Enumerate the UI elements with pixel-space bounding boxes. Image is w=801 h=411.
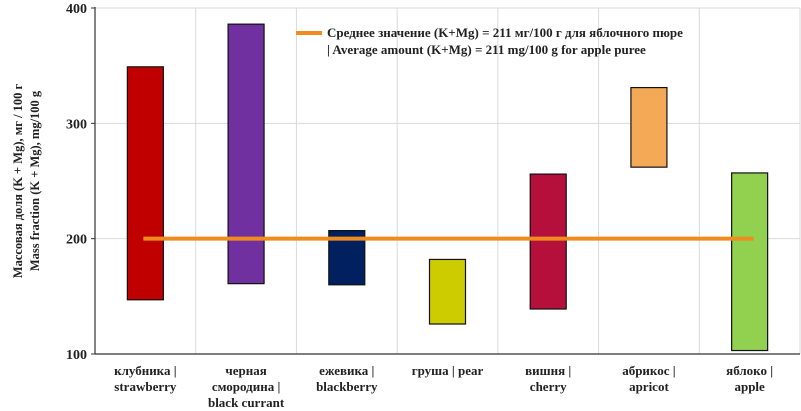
x-category-label: абрикос | [622,363,675,378]
range-bar [529,173,567,310]
x-category-label: яблоко | [726,363,773,378]
range-bar [731,172,769,352]
x-category-label: вишня | [525,363,571,378]
x-category-label: ежевика | [319,363,374,378]
y-tick-label: 100 [66,348,87,363]
range-bar [126,66,164,301]
range-bar [630,86,668,168]
x-category-label: смородина | [212,379,280,394]
x-category-label: клубника | [114,363,177,378]
x-category-label: blackberry [316,379,378,394]
y-tick-label: 300 [66,117,87,132]
x-category-label: black currant [208,395,285,410]
legend-label: | Average amount (K+Mg) = 211 mg/100 g f… [327,42,646,57]
range-bars [126,23,769,352]
legend: Среднее значение (K+Mg) = 211 мг/100 г д… [296,25,683,57]
x-category-label: черная [225,363,266,378]
x-category-label: apricot [629,379,669,394]
x-category-label: cherry [530,379,567,394]
y-tick-label: 400 [66,2,87,17]
y-axis-label: Массовая доля (K + Mg), мг / 100 г Mass f… [11,83,42,278]
y-tick-label: 200 [66,233,87,248]
x-category-label: strawberry [114,379,177,394]
y-tick-labels: 100 200 300 400 [66,2,87,363]
x-category-label: груша | pear [412,363,484,378]
range-bar [428,258,467,325]
y-axis-label-line: Mass fraction (K + Mg), mg/100 g [28,90,42,271]
range-bar [227,23,265,285]
y-axis-label-line: Массовая доля (K + Mg), мг / 100 г [11,83,25,278]
legend-label: Среднее значение (K+Mg) = 211 мг/100 г д… [327,25,683,40]
axes [91,7,800,355]
x-category-label: apple [734,379,765,394]
